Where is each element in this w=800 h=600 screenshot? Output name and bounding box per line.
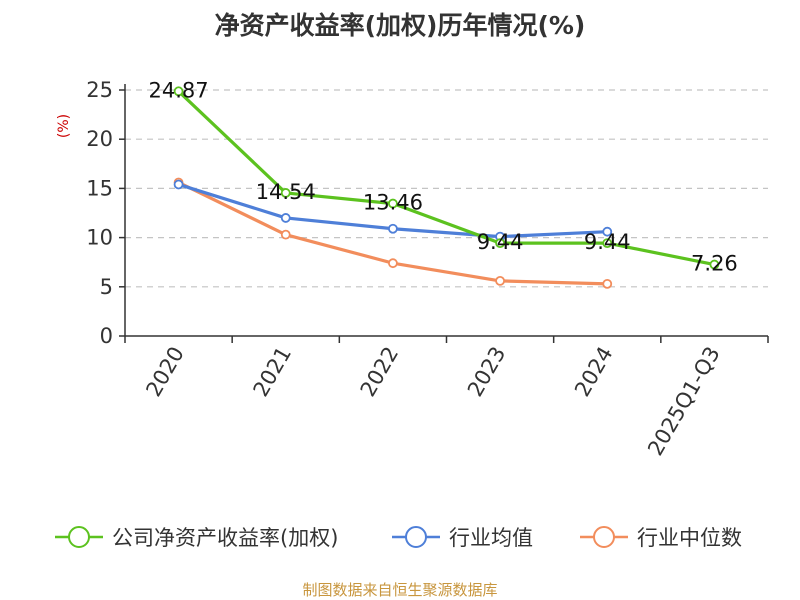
data-label-2: 13.46	[363, 191, 423, 215]
series-0-point-3	[495, 238, 505, 249]
series-2-point-1	[280, 229, 291, 240]
grid-lines	[125, 89, 768, 288]
series-line-0	[177, 90, 715, 267]
series-1-point-2	[388, 223, 398, 234]
series-0-point-4	[602, 238, 613, 249]
series-layer	[173, 86, 720, 289]
x-tick-label-2022: 2022	[356, 343, 404, 401]
legend-swatch-marker-0	[68, 526, 90, 548]
x-tick-label-2021: 2021	[249, 343, 297, 401]
series-1-point-4	[602, 226, 613, 237]
y-tick-label-25: 25	[86, 78, 113, 102]
legend-item-1[interactable]: 行业均值	[392, 526, 533, 550]
series-1-point-0	[173, 179, 184, 190]
legend-swatch-marker-1	[405, 526, 427, 548]
y-tick-label-15: 15	[86, 176, 113, 200]
series-1-point-1	[280, 213, 291, 223]
legend-item-2[interactable]: 行业中位数	[580, 526, 742, 550]
series-0-point-2	[388, 198, 398, 209]
y-tick-label-10: 10	[86, 226, 113, 250]
y-tick-label-0: 0	[100, 324, 113, 348]
y-tick-label-5: 5	[100, 275, 113, 299]
x-tick-label-2023: 2023	[463, 343, 511, 401]
series-2-point-4	[602, 278, 613, 289]
x-tick-label-2024: 2024	[570, 343, 618, 401]
legend-swatch-marker-2	[593, 526, 615, 548]
y-axis-label: (%)	[56, 114, 72, 138]
data-label-0: 24.87	[149, 78, 209, 102]
data-labels: 24.87 14.54 13.46 9.44 9.44 7.26	[149, 78, 738, 275]
data-label-5: 7.26	[691, 252, 738, 276]
data-label-1: 14.54	[256, 180, 316, 204]
legend-label-2: 行业中位数	[637, 526, 742, 550]
legend-label-1: 行业均值	[449, 526, 533, 550]
x-tick-label-2020: 2020	[141, 343, 189, 401]
y-tick-label-20: 20	[86, 127, 113, 151]
series-2-point-3	[495, 275, 505, 286]
data-label-3: 9.44	[477, 230, 524, 254]
legend-item-0[interactable]: 公司净资产收益率(加权)	[55, 526, 338, 550]
data-label-4: 9.44	[584, 230, 631, 254]
source-note: 制图数据来自恒生聚源数据库	[302, 581, 497, 599]
series-2-point-2	[388, 258, 398, 269]
x-tick-label-2025Q1-Q3: 2025Q1-Q3	[643, 343, 725, 460]
series-0-point-0	[173, 86, 184, 97]
legend-label-0: 公司净资产收益率(加权)	[112, 526, 338, 550]
chart-title: 净资产收益率(加权)历年情况(%)	[215, 11, 586, 40]
legend[interactable]: 公司净资产收益率(加权) 行业均值 行业中位数	[55, 526, 742, 550]
series-0-point-1	[280, 188, 291, 198]
series-0-point-5	[709, 259, 720, 270]
